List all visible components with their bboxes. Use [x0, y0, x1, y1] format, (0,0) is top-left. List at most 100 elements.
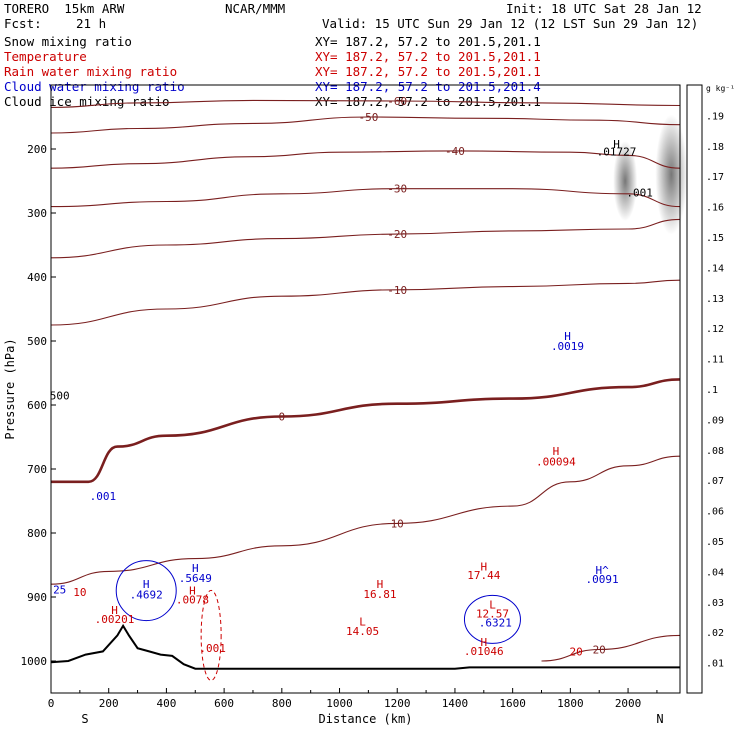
colorbar-unit: g kg⁻¹ [706, 84, 735, 93]
forecast-label: Fcst: [4, 16, 42, 31]
isotherm-label: -20 [387, 228, 407, 241]
y-tick-label: 200 [27, 143, 47, 156]
y-tick-label: 600 [27, 399, 47, 412]
field-xy-temperature: XY= 187.2, 57.2 to 201.5,201.1 [315, 49, 541, 64]
isotherm-10 [50, 455, 681, 585]
contour-annotation: .001 [90, 490, 117, 503]
init-time: Init: 18 UTC Sat 28 Jan 12 [506, 1, 702, 16]
contour-annotation: H [192, 562, 199, 575]
terrain-line [50, 623, 680, 670]
contour-annotation: H [564, 330, 571, 343]
contour-annotation: .0078 [176, 594, 209, 607]
rain-contour [200, 589, 222, 681]
field-label-snow: Snow mixing ratio [4, 34, 132, 49]
contour-annotation: 10 [73, 586, 86, 599]
x-tick-label: 400 [156, 697, 176, 710]
y-tick-label: 700 [27, 463, 47, 476]
x-tick-label: 1800 [557, 697, 584, 710]
contour-annotation: H [111, 604, 118, 617]
y-tick-label: 800 [27, 527, 47, 540]
colorbar-label: .17 [706, 172, 724, 183]
x-tick-label: 600 [214, 697, 234, 710]
colorbar-label: .1 [706, 385, 718, 396]
x-tick-label: 2000 [615, 697, 642, 710]
contour-annotation: 500 [50, 389, 70, 402]
ice-shading-1 [613, 141, 638, 221]
contour-annotation: H [143, 578, 150, 591]
field-label-temperature: Temperature [4, 49, 87, 64]
colorbar-label: .16 [706, 203, 724, 214]
isotherm-m30 [50, 188, 681, 208]
x-tick-label: 0 [48, 697, 55, 710]
contour-annotation: H [480, 560, 487, 573]
colorbar-label: .15 [706, 233, 724, 244]
contour-annotation: .00201 [95, 613, 135, 626]
y-axis-title: Pressure (hPa) [3, 338, 17, 439]
y-tick-label: 500 [27, 335, 47, 348]
contour-annotation: 20 [569, 645, 582, 658]
plot-frame [50, 84, 681, 694]
contour-annotation: .00094 [536, 455, 576, 468]
colorbar-label: .11 [706, 355, 724, 366]
field-label-rain: Rain water mixing ratio [4, 64, 178, 79]
x-end-label-left: S [81, 712, 88, 726]
colorbar-label: .01 [706, 659, 724, 670]
colorbar-label: .19 [706, 111, 724, 122]
isotherm-0 [50, 378, 681, 484]
y-tick-label: 300 [27, 207, 47, 220]
isotherm-m40 [50, 150, 681, 169]
y-tick-label: 900 [27, 591, 47, 604]
isotherm-m50 [50, 116, 681, 134]
contour-annotation: H [377, 578, 384, 591]
field-xy-rain: XY= 187.2, 57.2 to 201.5,201.1 [315, 64, 541, 79]
contour-annotation: .0091 [586, 573, 619, 586]
x-tick-label: 1200 [384, 697, 411, 710]
x-tick-label: 1600 [499, 697, 526, 710]
contour-annotation: 17.44 [467, 569, 500, 582]
contour-annotation: .4692 [130, 588, 163, 601]
valid-time: Valid: 15 UTC Sun 29 Jan 12 (12 LST Sun … [322, 16, 699, 31]
isotherm-m10 [50, 279, 681, 326]
contour-annotation: .0019 [551, 340, 584, 353]
colorbar-frame [686, 84, 703, 694]
forecast-hour: 21 h [76, 16, 107, 31]
contour-annotation: 14.05 [346, 625, 379, 638]
x-tick-label: 1000 [326, 697, 353, 710]
field-xy-cloud-ice: XY= 187.2, 57.2 to 201.5,201.1 [315, 94, 541, 109]
contour-annotation: H [480, 636, 487, 649]
contour-annotation: H [553, 445, 560, 458]
contour-annotation: 25 [53, 583, 66, 596]
cloud-water-contour [463, 594, 521, 644]
isotherm-m20 [50, 218, 681, 259]
x-end-label-right: N [656, 712, 663, 726]
isotherm-label: -10 [387, 284, 407, 297]
field-xy-cloud-water: XY= 187.2, 57.2 to 201.5,201.4 [315, 79, 541, 94]
isotherm-label: -30 [387, 183, 407, 196]
x-tick-label: 200 [99, 697, 119, 710]
x-axis-title: Distance (km) [319, 712, 413, 726]
model-title: TORERO 15km ARW [4, 1, 125, 16]
contour-annotation: .001 [199, 642, 226, 655]
contour-annotation: 16.81 [363, 588, 396, 601]
colorbar-label: .04 [706, 567, 724, 578]
contour-annotation: H^ [595, 564, 609, 577]
contour-annotation: L [489, 599, 496, 612]
center-label: NCAR/MMM [225, 1, 286, 16]
colorbar-label: .07 [706, 476, 724, 487]
isotherm-label: -50 [358, 111, 378, 124]
field-label-cloud-water: Cloud water mixing ratio [4, 79, 185, 94]
contour-annotation: .01046 [464, 645, 504, 658]
colorbar-label: .13 [706, 294, 724, 305]
isotherm-label: 10 [391, 517, 404, 530]
isotherm-label: 0 [278, 411, 285, 424]
isotherm-label: -40 [445, 145, 465, 158]
colorbar-label: .12 [706, 324, 724, 335]
ice-shading-2 [655, 114, 688, 235]
contour-annotation: L [359, 615, 366, 628]
contour-annotation: .6321 [479, 617, 512, 630]
field-xy-snow: XY= 187.2, 57.2 to 201.5,201.1 [315, 34, 541, 49]
y-tick-label: 1000 [21, 655, 48, 668]
contour-annotation: .01727 [597, 146, 637, 159]
y-tick-label: 400 [27, 271, 47, 284]
